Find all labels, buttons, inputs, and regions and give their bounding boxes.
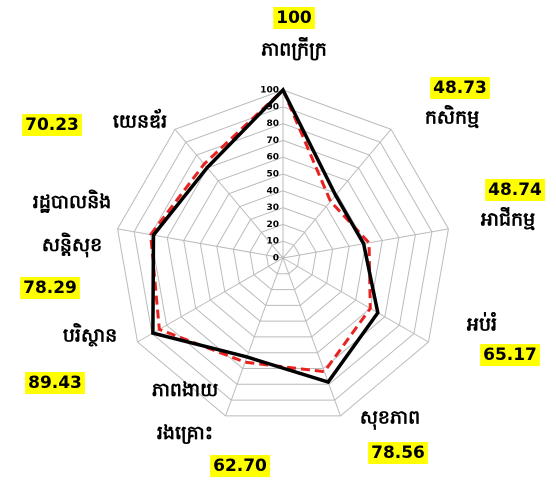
- grid-ring: [199, 173, 367, 338]
- value-label-box: 89.43: [25, 372, 85, 394]
- grid-ring: [133, 106, 433, 401]
- tick-label: 100: [260, 86, 279, 96]
- grid-ring: [117, 89, 449, 417]
- value-label-box: 48.74: [485, 179, 546, 201]
- tick-label: 90: [266, 102, 279, 112]
- category-label: បរិស្ថាន: [63, 323, 117, 348]
- label-highlight: [25, 372, 85, 394]
- value-label-box: 65.17: [480, 344, 540, 366]
- tick-label: 30: [266, 203, 279, 213]
- grid-ring: [183, 156, 383, 354]
- label-highlight: [20, 277, 80, 299]
- tick-label: 70: [266, 136, 279, 146]
- value-label: 100: [276, 8, 312, 28]
- radar-line: [149, 87, 372, 374]
- tick-label: 20: [266, 220, 279, 230]
- axis-spoke: [225, 257, 284, 417]
- category-label: ភាពក្រីក្រ: [261, 37, 327, 61]
- radar-line: [151, 87, 380, 385]
- category-label: រដ្ឋបាលនិងសន្តិសុខ: [33, 189, 111, 258]
- value-label: 62.70: [213, 456, 267, 476]
- label-highlight: [273, 7, 315, 29]
- axis-spoke: [282, 128, 392, 259]
- category-label: អប់រំ: [467, 312, 497, 336]
- axis-spoke: [174, 128, 284, 259]
- label-highlight: [480, 344, 540, 366]
- grid-ring: [216, 190, 350, 322]
- value-label-box: 78.29: [20, 277, 80, 299]
- value-label: 48.73: [433, 78, 487, 98]
- label-highlight: [368, 442, 428, 464]
- axis-spoke: [282, 228, 449, 259]
- tick-label: 60: [266, 153, 279, 163]
- axis-spoke: [137, 257, 284, 343]
- value-label-box: 62.70: [210, 455, 271, 477]
- value-label: 48.74: [488, 180, 542, 200]
- category-label: ភាពងាយរងគ្រោះ: [152, 379, 218, 444]
- value-label: 78.29: [23, 278, 77, 298]
- label-highlight: [210, 455, 271, 477]
- grid-ring: [232, 207, 334, 306]
- label-highlight: [485, 179, 546, 201]
- value-label-box: 100: [273, 7, 315, 29]
- tick-label: 80: [266, 119, 279, 129]
- value-label: 70.23: [25, 115, 79, 135]
- value-label-box: 48.73: [430, 77, 490, 99]
- tick-label: 50: [266, 170, 279, 180]
- value-label: 89.43: [28, 373, 82, 393]
- value-label-box: 70.23: [22, 114, 82, 136]
- tick-label: 40: [266, 186, 279, 196]
- grid-ring: [150, 123, 416, 385]
- category-label: សុខភាព: [360, 407, 420, 431]
- category-label: អាជីកម្ម: [481, 207, 535, 231]
- grid-ring: [249, 223, 317, 291]
- tick-label: 0: [273, 254, 279, 264]
- category-label: កសិកម្ម: [425, 105, 479, 129]
- axis-spoke: [117, 228, 284, 259]
- grid-ring: [265, 240, 301, 275]
- value-label: 78.56: [371, 443, 425, 463]
- axis-spoke: [282, 257, 341, 417]
- label-highlight: [22, 114, 82, 136]
- axis-spoke: [282, 257, 429, 343]
- value-label: 65.17: [483, 345, 537, 365]
- label-highlight: [430, 77, 490, 99]
- value-label-box: 78.56: [368, 442, 428, 464]
- tick-label: 10: [266, 237, 279, 247]
- category-label: យេនឌ័រ: [113, 109, 167, 133]
